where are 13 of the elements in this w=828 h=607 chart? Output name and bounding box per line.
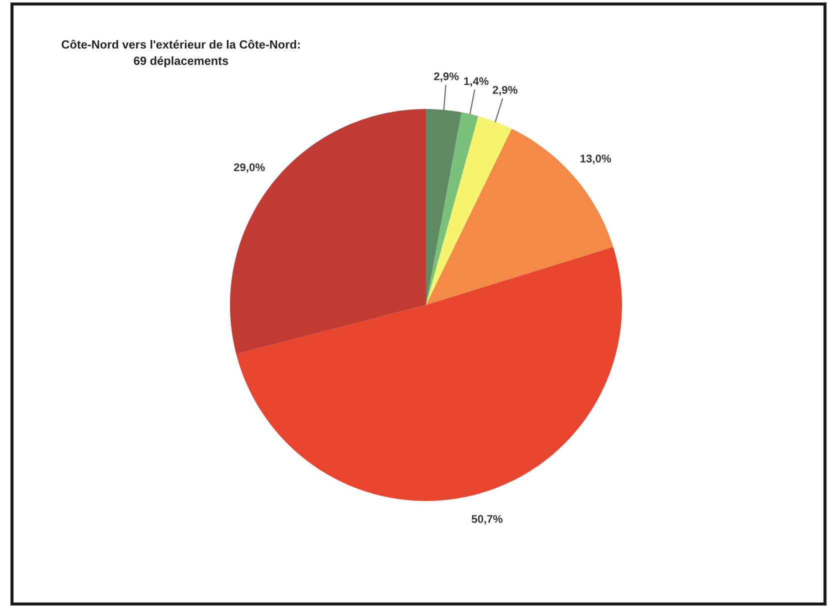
data-label: 29,0%	[234, 163, 265, 173]
pie-slice	[236, 247, 622, 501]
data-label: 13,0%	[580, 154, 612, 164]
data-label: 2,9%	[492, 86, 518, 96]
pie-slice	[426, 112, 478, 305]
data-label: 50,7%	[472, 515, 503, 525]
pie-slice	[230, 109, 426, 354]
pie-slice	[426, 128, 614, 305]
data-label: 1,4%	[464, 77, 489, 87]
chart-title: Côte-Nord vers l'extérieur de la Côte-Nord: 69 déplacements	[62, 40, 300, 68]
data-label: 2,9%	[434, 72, 459, 82]
pie-slice	[426, 116, 512, 305]
pie-slice	[426, 109, 462, 305]
